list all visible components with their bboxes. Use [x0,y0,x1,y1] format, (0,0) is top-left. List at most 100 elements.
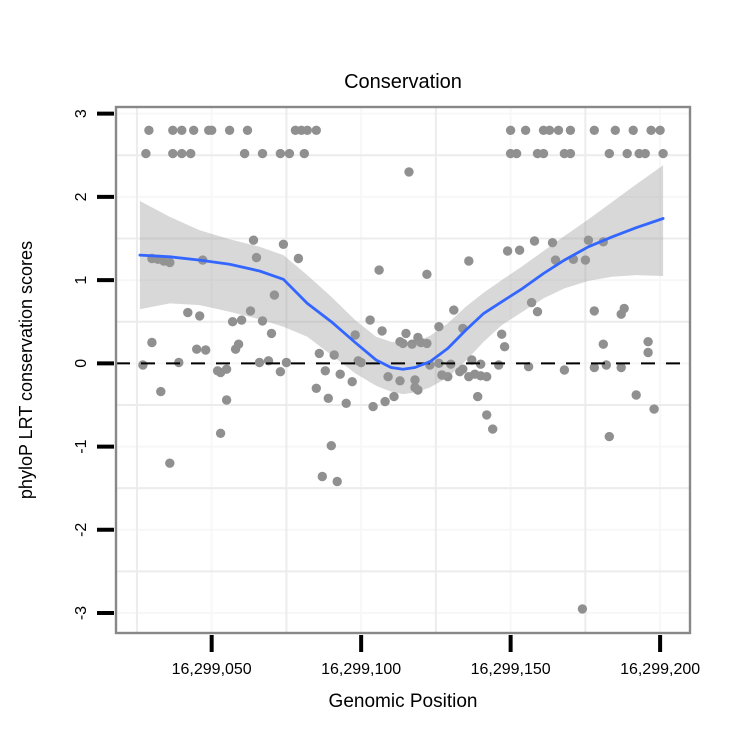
data-point [494,360,504,370]
data-point [311,125,321,135]
y-tick-label: 1 [73,276,90,285]
data-point [520,125,531,135]
data-point [646,125,656,135]
data-point [189,125,199,135]
data-point [192,344,202,354]
data-point [347,377,357,387]
data-point [147,337,157,348]
data-point [649,404,659,414]
data-point [398,338,408,349]
data-point [215,428,226,438]
data-point [254,357,265,368]
data-point [413,385,423,395]
data-point [464,256,474,266]
data-point [356,357,366,368]
data-point [245,306,256,316]
data-point [473,391,483,402]
data-point [275,367,286,377]
data-point [144,125,154,135]
data-point [422,269,432,279]
data-point [251,252,262,263]
data-point [604,148,614,159]
data-point [141,148,151,159]
data-point [275,148,286,159]
data-point [186,148,196,159]
data-point [248,235,259,245]
data-point [589,306,599,316]
data-point [257,148,268,159]
data-point [266,328,277,339]
data-point [523,362,534,372]
data-point [239,148,250,159]
data-point [201,345,211,355]
y-axis-title: phyloP LRT conservation scores [16,241,36,499]
data-point [434,322,444,332]
data-point [401,328,411,339]
smooth-line [138,217,665,371]
data-point [224,125,235,135]
data-point [314,348,324,359]
data-point [317,471,327,482]
data-point [511,148,522,159]
x-tick-label: 16,299,200 [620,661,700,678]
data-point [177,125,187,135]
data-point [177,148,187,159]
data-point [341,398,351,408]
data-point [323,393,333,403]
y-tick-label: 0 [73,359,90,368]
data-point [221,364,232,374]
data-point [422,338,432,349]
data-point [458,364,468,374]
data-point [628,125,638,135]
data-point [583,235,594,245]
data-point [269,290,280,300]
data-point [589,125,599,135]
data-point [434,358,444,368]
data-point [168,148,178,159]
data-point [643,337,653,347]
data-point [619,303,629,314]
data-point [631,390,641,400]
y-tick-label: -1 [73,439,90,453]
data-point [550,255,561,265]
data-point [502,246,513,256]
data-point [598,339,608,349]
data-point [547,238,558,248]
data-point [320,366,330,376]
data-point [577,604,588,614]
data-point [326,441,336,451]
data-point [410,375,420,385]
data-point [302,125,312,135]
data-point [497,329,507,339]
data-point [601,360,611,370]
data-point [365,315,375,325]
data-point [383,372,393,382]
data-point [449,305,459,315]
data-point [168,125,178,135]
y-tick-label: -3 [73,606,90,620]
data-point [499,342,510,352]
data-point [476,359,486,369]
data-point [443,372,453,382]
gridlines-group [116,107,690,633]
data-point [380,396,390,407]
data-point [207,125,217,135]
data-point [233,339,244,349]
data-point [165,458,175,468]
data-point [526,297,537,308]
data-point [377,326,387,336]
data-point [284,148,295,159]
data-point [195,311,205,321]
y-tick-label: 2 [73,192,90,201]
data-point [559,365,570,375]
data-point [616,362,626,373]
data-point [389,391,399,402]
confidence-band [139,165,664,395]
data-point [505,125,516,135]
data-point [293,253,304,264]
data-point [242,125,253,135]
y-tick-label: -2 [73,523,90,537]
data-point [658,148,668,159]
